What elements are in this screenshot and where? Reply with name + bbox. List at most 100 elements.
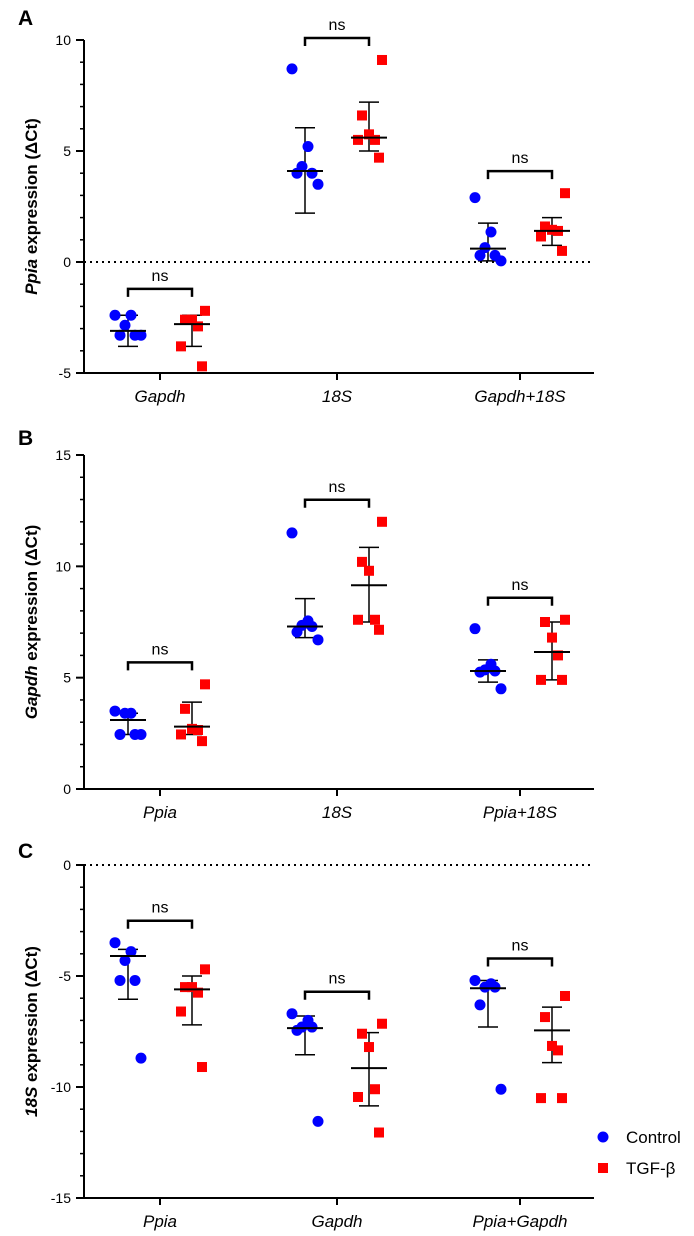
control-point [109,705,121,717]
significance-bracket [303,990,371,1000]
control-point [495,255,507,267]
significance-label: ns [512,150,529,167]
tgf-point [180,982,190,993]
tgf-point [557,245,567,256]
tgf-point [547,632,557,643]
tgf-point [353,134,363,145]
tgf-point [200,679,210,690]
significance-bracket [486,957,554,967]
tgf-point [187,723,197,734]
tgf-point [374,152,384,163]
tgf-point [364,565,374,576]
tgf-point [353,1091,363,1102]
tgf-point [187,982,197,993]
tgf-point [193,321,203,332]
significance-label: ns [152,268,169,285]
tgf-point [547,224,557,235]
control-point [125,309,137,321]
control-point [135,728,147,740]
panel-letter: B [18,427,33,450]
legend-tgf-marker [598,1163,608,1173]
control-point [119,954,131,966]
y-tick-label: 5 [63,670,71,686]
tgf-point [374,1127,384,1138]
control-point [286,63,298,75]
x-category-label: Gapdh [134,387,185,406]
legend-control-marker [597,1131,609,1143]
control-point [495,683,507,695]
control-point [119,707,131,719]
control-point [306,167,318,179]
tgf-point [370,134,380,145]
tgf-point [557,674,567,685]
control-point [291,1024,303,1036]
control-point [135,329,147,341]
control-point [129,974,141,986]
control-point [312,178,324,190]
control-point [109,309,121,321]
control-point [286,527,298,539]
control-point [474,999,486,1011]
control-point [114,329,126,341]
control-point [312,634,324,646]
tgf-point [377,1018,387,1029]
y-axis-title-gene: Ppia [22,259,41,295]
tgf-point [353,614,363,625]
control-point [114,974,126,986]
control-point [291,626,303,638]
x-category-label: Ppia [143,803,177,822]
control-point [495,1083,507,1095]
significance-bracket [126,919,194,929]
tgf-point [357,556,367,567]
tgf-point [197,736,207,747]
significance-label: ns [329,971,346,988]
tgf-point [540,1012,550,1023]
significance-bracket [303,36,371,46]
y-axis-title-rest: expression (ΔCt) [22,946,41,1087]
y-axis-title: 18S expression (ΔCt) [22,946,41,1117]
control-point [125,946,137,958]
panel-letter: C [18,840,33,863]
significance-bracket [126,661,194,671]
tgf-point [357,1028,367,1039]
y-tick-label: -5 [59,365,72,381]
tgf-point [553,650,563,661]
control-point [485,226,497,238]
tgf-point [364,1042,374,1053]
significance-bracket [126,287,194,297]
control-point [474,666,486,678]
control-point [489,981,501,993]
panel-letter: A [18,7,33,30]
x-category-label: 18S [322,803,353,822]
y-tick-label: 10 [55,558,71,574]
control-point [302,141,314,153]
tgf-point [193,987,203,998]
tgf-point [560,188,570,199]
tgf-point [180,314,190,325]
x-category-label: Gapdh [311,1212,362,1231]
tgf-point [536,1093,546,1104]
tgf-point [197,361,207,372]
tgf-point [193,724,203,735]
control-point [109,937,121,949]
control-point [114,728,126,740]
significance-label: ns [512,937,529,954]
control-point [479,242,491,254]
tgf-point [176,1006,186,1017]
y-tick-label: -15 [51,1190,71,1206]
x-category-label: 18S [322,387,353,406]
y-tick-label: 0 [63,254,71,270]
control-point [312,1115,324,1127]
significance-label: ns [329,479,346,496]
legend: Control TGF-β [597,1128,681,1178]
control-point [306,1021,318,1033]
y-tick-label: 0 [63,857,71,873]
significance-bracket [486,596,554,606]
legend-tgf-label: TGF-β [626,1159,676,1178]
tgf-point [557,1093,567,1104]
tgf-point [187,314,197,325]
significance-label: ns [152,900,169,917]
x-category-label: Ppia+18S [483,803,558,822]
tgf-point [536,231,546,242]
